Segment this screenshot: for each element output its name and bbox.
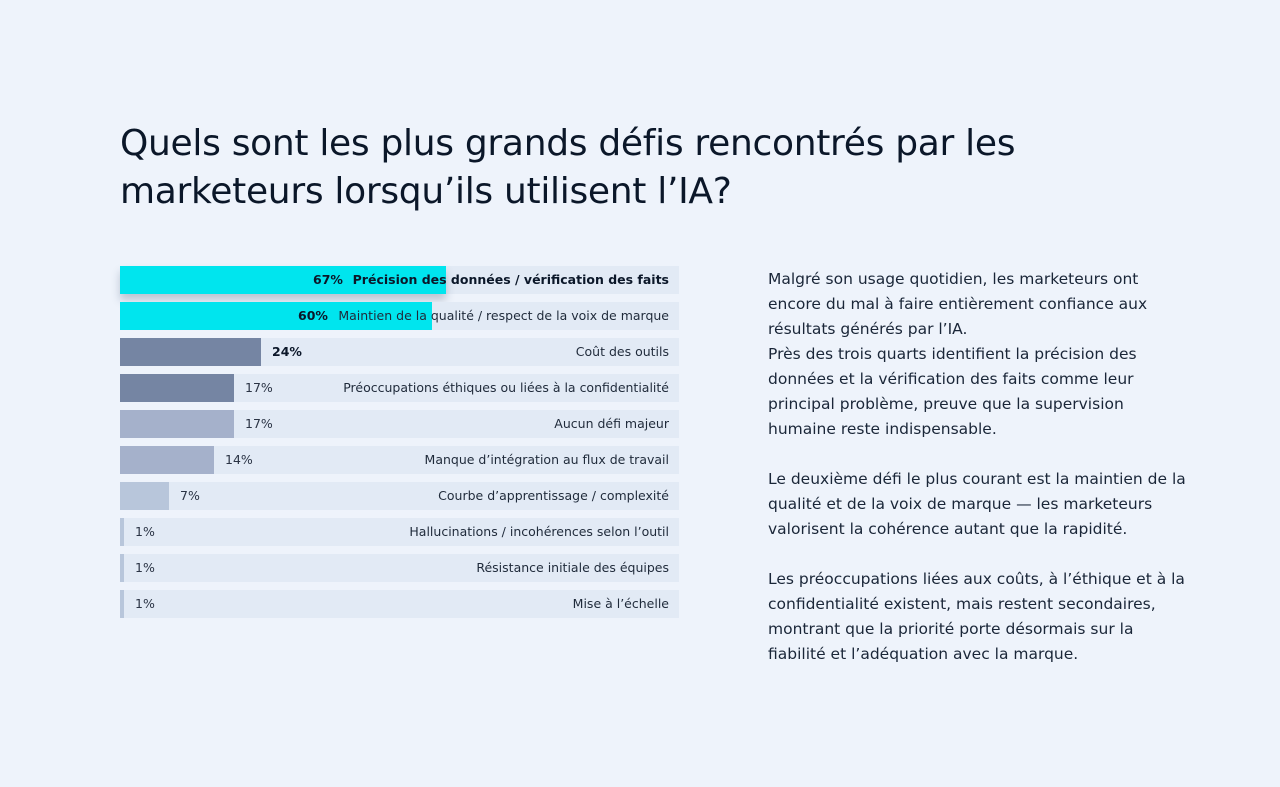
bar-row: Aucun défi majeur 17% <box>120 410 679 438</box>
category-label: Mise à l’échelle <box>572 596 669 611</box>
bar <box>120 410 234 438</box>
value-label: 1% <box>135 596 155 611</box>
bar <box>120 266 446 294</box>
value-label: 17% <box>245 380 273 395</box>
bar <box>120 446 214 474</box>
bar <box>120 590 124 618</box>
bar-row: Mise à l’échelle 1% <box>120 590 679 618</box>
bar-row: Maintien de la qualité / respect de la v… <box>120 302 679 330</box>
category-label: Manque d’intégration au flux de travail <box>424 452 669 467</box>
value-label: 67% <box>313 272 343 287</box>
value-label: 17% <box>245 416 273 431</box>
bar-row: Hallucinations / incohérences selon l’ou… <box>120 518 679 546</box>
bar-row: Courbe d’apprentissage / complexité 7% <box>120 482 679 510</box>
category-label: Aucun défi majeur <box>554 416 669 431</box>
commentary-paragraph-3: Les préoccupations liées aux coûts, à l’… <box>768 570 1185 663</box>
bar-row: Résistance initiale des équipes 1% <box>120 554 679 582</box>
category-label: Précision des données / vérification des… <box>352 272 669 287</box>
bar-row: Précision des données / vérification des… <box>120 266 679 294</box>
bar <box>120 302 432 330</box>
category-label: Maintien de la qualité / respect de la v… <box>338 308 669 323</box>
value-label: 7% <box>180 488 200 503</box>
category-label: Hallucinations / incohérences selon l’ou… <box>409 524 669 539</box>
category-label: Résistance initiale des équipes <box>476 560 669 575</box>
value-label: 1% <box>135 560 155 575</box>
value-label: 1% <box>135 524 155 539</box>
page-title: Quels sont les plus grands défis rencont… <box>120 123 1016 212</box>
bar-row: Préoccupations éthiques ou liées à la co… <box>120 374 679 402</box>
commentary-paragraph-1: Malgré son usage quotidien, les marketeu… <box>768 270 1148 438</box>
value-label: 60% <box>298 308 328 323</box>
bar <box>120 518 124 546</box>
bar <box>120 374 234 402</box>
value-label: 14% <box>225 452 253 467</box>
category-label: Courbe d’apprentissage / complexité <box>438 488 669 503</box>
commentary-paragraph-2: Le deuxième défi le plus courant est la … <box>768 470 1186 538</box>
commentary: Malgré son usage quotidien, les marketeu… <box>768 267 1188 692</box>
category-label: Coût des outils <box>575 344 669 359</box>
bar <box>120 482 169 510</box>
bar-row: Coût des outils 24% <box>120 338 679 366</box>
bar <box>120 338 261 366</box>
bar <box>120 554 124 582</box>
bar-row: Manque d’intégration au flux de travail 1… <box>120 446 679 474</box>
value-label: 24% <box>272 344 302 359</box>
category-label: Préoccupations éthiques ou liées à la co… <box>343 380 669 395</box>
